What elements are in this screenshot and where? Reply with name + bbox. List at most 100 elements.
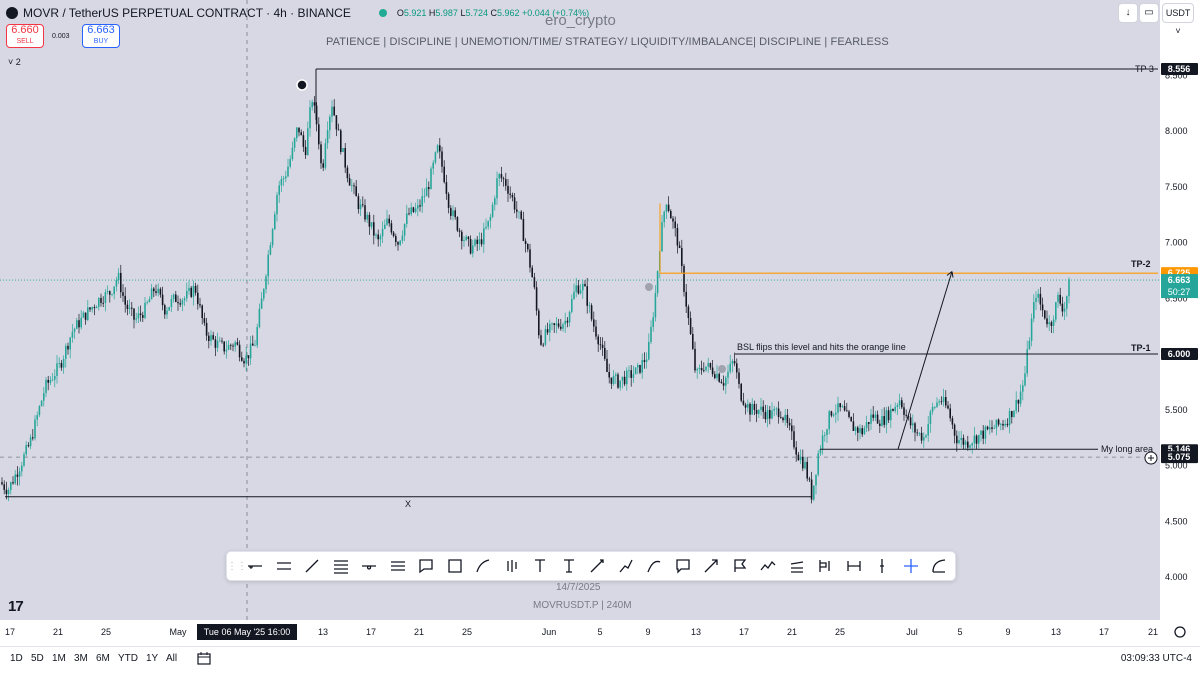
vertical-line-icon[interactable]	[868, 555, 897, 577]
sell-price: 6.660	[11, 24, 39, 36]
candle-body	[135, 318, 137, 320]
candle-body	[615, 374, 617, 376]
timeframe-button-all[interactable]: All	[166, 653, 178, 664]
arc-icon[interactable]	[925, 555, 954, 577]
callout-icon[interactable]	[669, 555, 698, 577]
horizontal-lines-icon[interactable]	[327, 555, 356, 577]
horizontal-line-icon[interactable]	[355, 555, 384, 577]
settings-gear-icon[interactable]	[1174, 626, 1186, 638]
candle-body	[104, 292, 107, 304]
timeframe-button-5d[interactable]: 5D	[31, 653, 44, 664]
buy-label: BUY	[93, 38, 109, 45]
candle-body	[1044, 310, 1046, 319]
measure-icon[interactable]	[783, 555, 812, 577]
buy-button[interactable]: 6.663 BUY	[82, 24, 120, 48]
candle-body	[852, 421, 855, 431]
candle-body	[208, 335, 210, 341]
calendar-icon[interactable]	[197, 651, 211, 670]
x-tick-label: Jun	[542, 627, 557, 637]
candle-body	[648, 342, 650, 360]
utc-clock[interactable]: 03:09:33 UTC-4	[1120, 653, 1192, 664]
projection-arrow[interactable]	[897, 271, 953, 450]
horizontal-ray-icon[interactable]	[241, 555, 270, 577]
polyline-icon[interactable]	[754, 555, 783, 577]
sell-button[interactable]: 6.660 SELL	[6, 24, 44, 48]
candle-body	[406, 213, 408, 224]
event-marker-icon[interactable]	[645, 283, 653, 291]
timeframe-button-ytd[interactable]: YTD	[118, 653, 138, 664]
x-tick-label: 13	[1051, 627, 1061, 637]
candle-body	[1041, 304, 1044, 311]
candle-body	[505, 179, 507, 186]
price-range-icon[interactable]	[840, 555, 869, 577]
path-icon[interactable]	[612, 555, 641, 577]
x-tick-label: 17	[5, 627, 15, 637]
candle-body	[109, 291, 111, 295]
crosshair-icon[interactable]	[897, 555, 926, 577]
candle-body	[304, 146, 307, 155]
candle-body	[720, 381, 723, 384]
curve-icon[interactable]	[640, 555, 669, 577]
rectangle-callout-icon[interactable]	[412, 555, 441, 577]
candle-body	[938, 401, 940, 403]
y-tick-label: 7.000	[1165, 238, 1188, 248]
x-tick-label: 17	[366, 627, 376, 637]
trend-line-icon[interactable]	[298, 555, 327, 577]
candle-body	[806, 461, 808, 479]
crosshair-time-label: Tue 06 May '25 16:00	[204, 627, 290, 637]
download-icon[interactable]: ↓	[1118, 3, 1138, 23]
timeframe-button-1d[interactable]: 1D	[10, 653, 23, 664]
candle-body	[472, 245, 474, 254]
candle-body	[848, 411, 850, 417]
camera-icon[interactable]: ▭	[1139, 3, 1159, 23]
candle-body	[654, 293, 657, 318]
event-marker-icon[interactable]	[296, 79, 308, 91]
timeframe-button-6m[interactable]: 6M	[96, 653, 110, 664]
text-anchor-icon[interactable]	[555, 555, 584, 577]
candle-body	[1059, 294, 1061, 304]
candle-body	[1046, 318, 1048, 325]
indicator-collapse-toggle[interactable]: ˅ 2	[8, 57, 21, 67]
fib-retracement-icon[interactable]	[384, 555, 413, 577]
candle-body	[509, 193, 511, 195]
timeframe-button-3m[interactable]: 3M	[74, 653, 88, 664]
brush-icon[interactable]	[469, 555, 498, 577]
timeframe-button-1m[interactable]: 1M	[52, 653, 66, 664]
candle-body	[434, 152, 437, 163]
currency-select[interactable]: USDT ˅	[1162, 3, 1194, 36]
candle-body	[507, 185, 509, 194]
candle-body	[150, 288, 153, 300]
candle-body	[166, 310, 168, 315]
candle-body	[225, 349, 228, 352]
toolbar-grip-icon[interactable]: ⋮⋮	[227, 560, 247, 572]
text-icon[interactable]	[526, 555, 555, 577]
candle-body	[641, 360, 643, 373]
candle-body	[232, 345, 234, 347]
rectangle-icon[interactable]	[441, 555, 470, 577]
candle-body	[524, 240, 527, 245]
candle-body	[500, 173, 503, 179]
long-position-icon[interactable]	[811, 555, 840, 577]
price-axis[interactable]	[1160, 0, 1200, 646]
arrow-icon[interactable]	[697, 555, 726, 577]
event-marker-icon[interactable]	[718, 365, 726, 373]
candle-body	[117, 272, 120, 281]
candle-body	[381, 228, 384, 237]
plot-pane[interactable]	[0, 0, 1160, 620]
arrow-marker-icon[interactable]	[583, 555, 612, 577]
change-value: +0.044 (+0.74%)	[522, 8, 590, 18]
parallel-channel-icon[interactable]	[270, 555, 299, 577]
candle-body	[557, 323, 560, 327]
symbol-header: MOVR / TetherUS PERPETUAL CONTRACT · 4h …	[6, 5, 589, 21]
tradingview-logo-icon[interactable]: 17	[8, 598, 24, 615]
symbol-title[interactable]: MOVR / TetherUS PERPETUAL CONTRACT · 4h …	[23, 6, 351, 20]
flag-icon[interactable]	[726, 555, 755, 577]
candles-icon[interactable]	[498, 555, 527, 577]
candle-body	[513, 197, 516, 210]
chart-interval: 240M	[606, 600, 632, 611]
candle-body	[945, 397, 947, 406]
y-tick-label: 4.500	[1165, 516, 1188, 526]
timeframe-button-1y[interactable]: 1Y	[146, 653, 159, 664]
